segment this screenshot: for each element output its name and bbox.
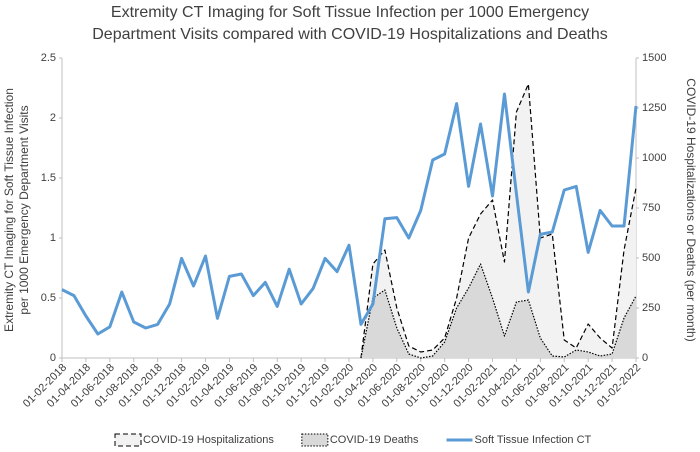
y2-tick-label: 500 <box>642 252 660 264</box>
legend-swatch <box>301 433 329 447</box>
legend-label: COVID-19 Hospitalizations <box>143 434 274 446</box>
y2-tick-label: 1250 <box>642 102 666 114</box>
y-tick-label: 1.5 <box>41 172 56 184</box>
y2-tick-label: 1500 <box>642 52 666 64</box>
y2-tick-label: 0 <box>642 352 648 364</box>
y-axis-title: Extremity CT Imaging for Soft Tissue Inf… <box>2 88 16 332</box>
y2-axis-title: COVID-19 Hospitalizations or Deaths (per… <box>684 78 698 341</box>
chart-title: Department Visits compared with COVID-19… <box>92 26 608 43</box>
y-tick-label: 1 <box>50 232 56 244</box>
chart-title: Extremity CT Imaging for Soft Tissue Inf… <box>111 4 589 21</box>
legend-swatch <box>114 433 142 447</box>
area <box>360 264 636 358</box>
y2-tick-label: 1000 <box>642 152 666 164</box>
y2-tick-label: 750 <box>642 202 660 214</box>
y2-tick-label: 250 <box>642 302 660 314</box>
legend-label: COVID-19 Deaths <box>330 434 419 446</box>
area <box>360 84 636 358</box>
line <box>360 83 637 359</box>
y-tick-label: 2.5 <box>41 52 56 64</box>
line <box>61 92 638 336</box>
y-tick-label: 2 <box>50 112 56 124</box>
y-axis-title: per 1000 Emergency Department Visits <box>17 105 31 314</box>
y-tick-label: 0 <box>50 352 56 364</box>
y-tick-label: 0.5 <box>41 292 56 304</box>
line <box>360 263 637 359</box>
legend-label: Soft Tissue Infection CT <box>475 434 592 446</box>
